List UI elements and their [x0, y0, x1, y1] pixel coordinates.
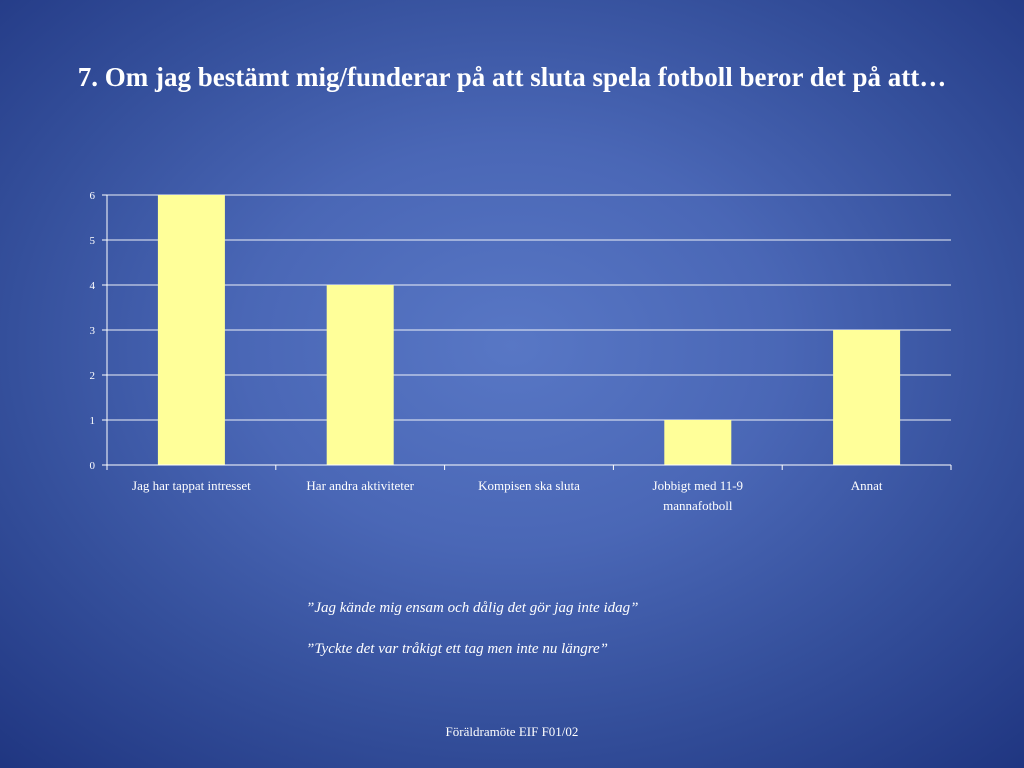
bars: [157, 195, 901, 465]
x-tick-label: Har andra aktiviteter: [306, 478, 414, 493]
x-tick-label: Annat: [851, 478, 883, 493]
y-tick-label: 0: [90, 460, 96, 472]
y-tick-label: 2: [90, 370, 96, 382]
y-tick-label: 6: [90, 190, 96, 202]
bar: [833, 330, 901, 465]
x-tick-labels: Jag har tappat intresset Har andra aktivi…: [132, 478, 883, 513]
y-tick-label: 3: [90, 325, 96, 337]
x-tick-label-line: Har andra aktiviteter: [306, 478, 414, 493]
quote-text: ”Tyckte det var tråkigt ett tag men inte…: [306, 641, 609, 657]
gridlines: [107, 194, 951, 421]
x-tick-label: Kompisen ska sluta: [478, 478, 580, 493]
y-tick-labels: 0 1 2 3 4 5 6: [90, 190, 96, 472]
bar: [157, 195, 225, 465]
bar: [664, 420, 732, 465]
x-tick-label-line: Kompisen ska sluta: [478, 478, 580, 493]
x-tick-label-line: Jag har tappat intresset: [132, 478, 251, 493]
x-tick-label: Jobbigt med 11-9 mannafotboll: [653, 478, 744, 513]
x-tick-label-line: mannafotboll: [663, 498, 733, 513]
bar: [326, 285, 394, 465]
quote-text: ”Jag kände mig ensam och dålig det gör j…: [306, 600, 639, 616]
x-tick-label: Jag har tappat intresset: [132, 478, 251, 493]
footer-text: Föräldramöte EIF F01/02: [445, 724, 579, 739]
axes: [102, 194, 952, 470]
y-tick-label: 4: [90, 280, 96, 292]
y-tick-label: 1: [90, 415, 96, 427]
x-tick-label-line: Annat: [851, 478, 883, 493]
y-tick-label: 5: [90, 235, 96, 247]
x-tick-label-line: Jobbigt med 11-9: [653, 478, 744, 493]
slide-title: 7. Om jag bestämt mig/funderar på att sl…: [77, 62, 947, 92]
